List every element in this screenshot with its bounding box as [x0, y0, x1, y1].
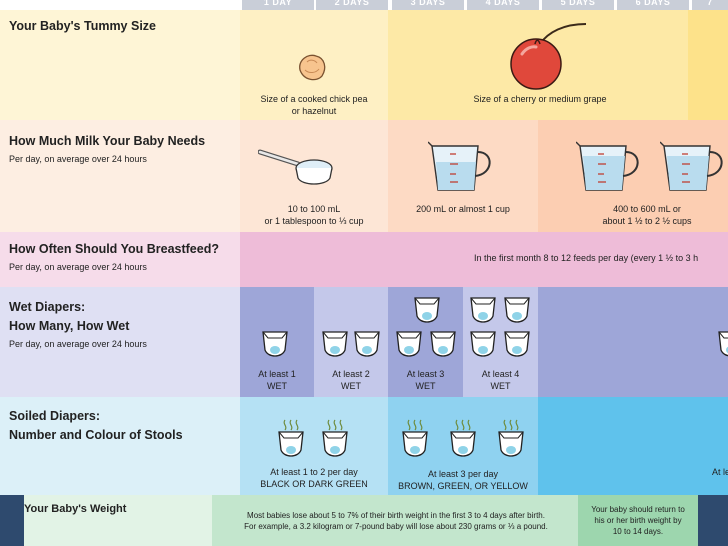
soiled-edge-caption: At le	[712, 467, 728, 477]
soiled-row-label: Soiled Diapers: Number and Colour of Sto…	[0, 401, 240, 451]
wet-diaper-icon	[394, 328, 424, 360]
soiled-diaper-icon	[276, 418, 306, 460]
weight-title: Your Baby's Weight	[24, 503, 127, 515]
soiled-row-label-bg	[0, 397, 240, 495]
feed-row-label-bg	[0, 232, 240, 287]
milk-day5-caption: 400 to 600 mL or about 1 ½ to 2 ½ cups	[566, 203, 728, 227]
wet-row-label-bg	[0, 287, 240, 397]
soiled-day1-line2: BLACK OR DARK GREEN	[260, 479, 368, 489]
day-header-4: 4 DAYS	[467, 0, 539, 10]
wet-day3-caption: At least 3 WET	[388, 368, 463, 392]
milk-day1-line1: 10 to 100 mL	[287, 204, 341, 214]
tummy-day3-caption: Size of a cherry or medium grape	[473, 94, 607, 104]
milk-row-label: How Much Milk Your Baby Needs Per day, o…	[0, 126, 240, 172]
wet-diaper-icon	[428, 328, 458, 360]
soiled-day3-line2: BROWN, GREEN, OR YELLOW	[398, 481, 528, 491]
wet-diaper-icon	[412, 294, 442, 326]
day-header-6: 6 DAYS	[617, 0, 689, 10]
wet-diaper-icon	[716, 328, 728, 360]
soiled-title-line1: Soiled Diapers:	[9, 409, 100, 423]
milk-title: How Much Milk Your Baby Needs	[9, 134, 206, 148]
wet-diaper-icon	[502, 294, 532, 326]
tummy-row-label: Your Baby's Tummy Size	[0, 11, 240, 42]
wet-day2-line2: WET	[341, 381, 361, 391]
tummy-day1-line2: or hazelnut	[291, 106, 337, 116]
wet-diaper-icon	[260, 328, 290, 360]
soiled-diaper-icon	[448, 418, 478, 460]
wet-day5-cell	[538, 287, 728, 397]
weight-row-label-bg	[24, 495, 212, 546]
milk-day3-caption: 200 mL or almost 1 cup	[416, 204, 510, 214]
feed-cell	[240, 232, 728, 287]
weight-cell	[212, 495, 578, 546]
measuring-spoon-icon	[258, 146, 334, 188]
wet-row-label: Wet Diapers: How Many, How Wet Per day, …	[0, 292, 240, 357]
dark-edge-left	[0, 495, 24, 546]
tummy-row-label-bg	[0, 10, 240, 120]
soiled-title-line2: Number and Colour of Stools	[9, 428, 183, 442]
weight-text-line1: Most babies lose about 5 to 7% of their …	[247, 511, 545, 520]
soiled-day1-caption: At least 1 to 2 per day BLACK OR DARK GR…	[244, 466, 384, 490]
milk-subtitle: Per day, on average over 24 hours	[9, 154, 147, 164]
feed-text: In the first month 8 to 12 feeds per day…	[474, 253, 699, 263]
feed-subtitle: Per day, on average over 24 hours	[9, 262, 147, 272]
milk-day5-line2: about 1 ½ to 2 ½ cups	[602, 216, 692, 226]
wet-day4-line2: WET	[490, 381, 511, 391]
weight-return-line3: 10 to 14 days.	[612, 527, 664, 536]
tummy-day1-line1: Size of a cooked chick pea	[260, 94, 368, 104]
soiled-diaper-icon	[496, 418, 526, 460]
weight-text: Most babies lose about 5 to 7% of their …	[218, 510, 574, 532]
soiled-diaper-icon	[400, 418, 430, 460]
milk-day1-line2: or 1 tablespoon to ⅓ cup	[264, 216, 364, 226]
weight-text-line2: For example, a 3.2 kilogram or 7-pound b…	[244, 522, 548, 531]
wet-day4-caption: At least 4 WET	[463, 368, 538, 392]
soiled-day3-caption: At least 3 per day BROWN, GREEN, OR YELL…	[390, 468, 536, 492]
tummy-title: Your Baby's Tummy Size	[9, 19, 156, 33]
day-header-3: 3 DAYS	[392, 0, 464, 10]
wet-day1-line2: WET	[267, 381, 287, 391]
wet-diaper-icon	[502, 328, 532, 360]
wet-title-line2: How Many, How Wet	[9, 319, 130, 333]
wet-subtitle: Per day, on average over 24 hours	[9, 339, 147, 349]
chickpea-icon	[294, 50, 330, 84]
measuring-cup-icon	[576, 140, 646, 194]
feed-row-label: How Often Should You Breastfeed? Per day…	[0, 234, 240, 280]
wet-day2-caption: At least 2 WET	[314, 368, 388, 392]
weight-return-cell	[578, 495, 698, 546]
milk-row-label-bg	[0, 120, 240, 232]
wet-diaper-icon	[352, 328, 382, 360]
cherry-icon	[506, 18, 588, 90]
wet-day4-line1: At least 4	[481, 369, 520, 379]
wet-diaper-icon	[468, 328, 498, 360]
weight-return-line2: his or her birth weight by	[594, 516, 682, 525]
soiled-diaper-icon	[320, 418, 350, 460]
tummy-day1-caption: Size of a cooked chick pea or hazelnut	[244, 93, 384, 117]
tummy-day7-cell	[688, 10, 728, 120]
feed-title: How Often Should You Breastfeed?	[9, 242, 219, 256]
day-header-5: 5 DAYS	[542, 0, 614, 10]
weight-row-label: Your Baby's Weight	[24, 500, 210, 519]
weight-return-line1: Your baby should return to	[591, 505, 685, 514]
day-header-1: 1 DAY	[242, 0, 314, 10]
soiled-day1-cell	[240, 397, 388, 495]
wet-day1-caption: At least 1 WET	[240, 368, 314, 392]
measuring-cup-icon	[428, 140, 498, 194]
milk-day1-caption: 10 to 100 mL or 1 tablespoon to ⅓ cup	[244, 203, 384, 227]
wet-day3-line1: At least 3	[406, 369, 445, 379]
milk-day5-line1: 400 to 600 mL or	[613, 204, 681, 214]
soiled-day3-line1: At least 3 per day	[427, 469, 499, 479]
measuring-cup-icon	[660, 140, 728, 194]
wet-diaper-icon	[320, 328, 350, 360]
wet-diaper-icon	[468, 294, 498, 326]
wet-title-line1: Wet Diapers:	[9, 300, 86, 314]
weight-return-text: Your baby should return to his or her bi…	[580, 504, 696, 537]
wet-day3-line2: WET	[415, 381, 436, 391]
wet-day2-line1: At least 2	[332, 369, 370, 379]
day-header-2: 2 DAYS	[316, 0, 388, 10]
wet-day1-line1: At least 1	[258, 369, 296, 379]
dark-edge-right	[698, 495, 728, 546]
day-header-7: 7	[692, 0, 728, 10]
soiled-day5-cell	[538, 397, 728, 495]
soiled-day1-line1: At least 1 to 2 per day	[270, 467, 358, 477]
